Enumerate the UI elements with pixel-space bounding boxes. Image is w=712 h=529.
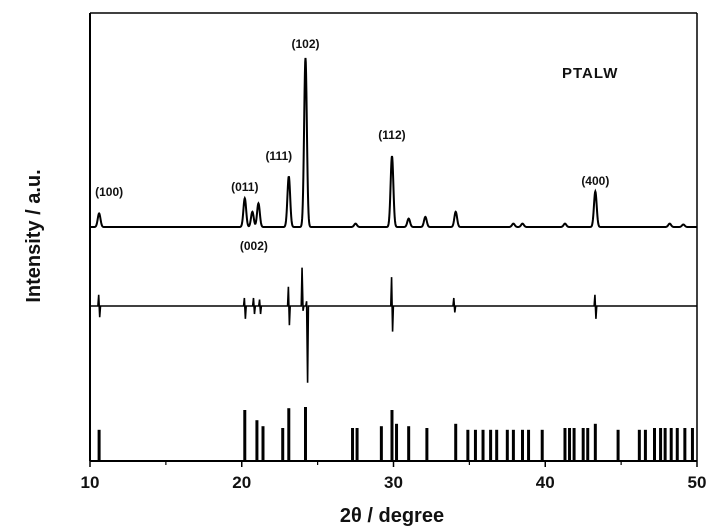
x-tick-label: 40 xyxy=(536,473,555,492)
x-tick-label: 30 xyxy=(384,473,403,492)
x-tick-label: 10 xyxy=(81,473,100,492)
difference-curve-line xyxy=(90,267,697,383)
peak-label: (011) xyxy=(231,180,258,194)
peak-label: (112) xyxy=(378,128,405,142)
sample-label: PTALW xyxy=(562,65,618,82)
plot-frame xyxy=(89,12,698,462)
peak-label: (002) xyxy=(240,239,268,253)
peak-label: (400) xyxy=(581,174,609,188)
plot-layer: (100) (011) (002) (111) (102) (112) (400) xyxy=(90,37,697,461)
x-tick-label: 50 xyxy=(688,473,707,492)
peak-label: (111) xyxy=(265,149,292,163)
observed-pattern-line xyxy=(90,57,697,228)
y-axis-title: Intensity / a.u. xyxy=(23,169,45,302)
peak-label: (100) xyxy=(95,185,123,199)
x-tick-label: 20 xyxy=(232,473,251,492)
axis-ticks: 10 20 30 40 50 xyxy=(81,461,707,492)
peak-label: (102) xyxy=(291,37,319,51)
x-axis-title: 2θ / degree xyxy=(340,505,444,527)
